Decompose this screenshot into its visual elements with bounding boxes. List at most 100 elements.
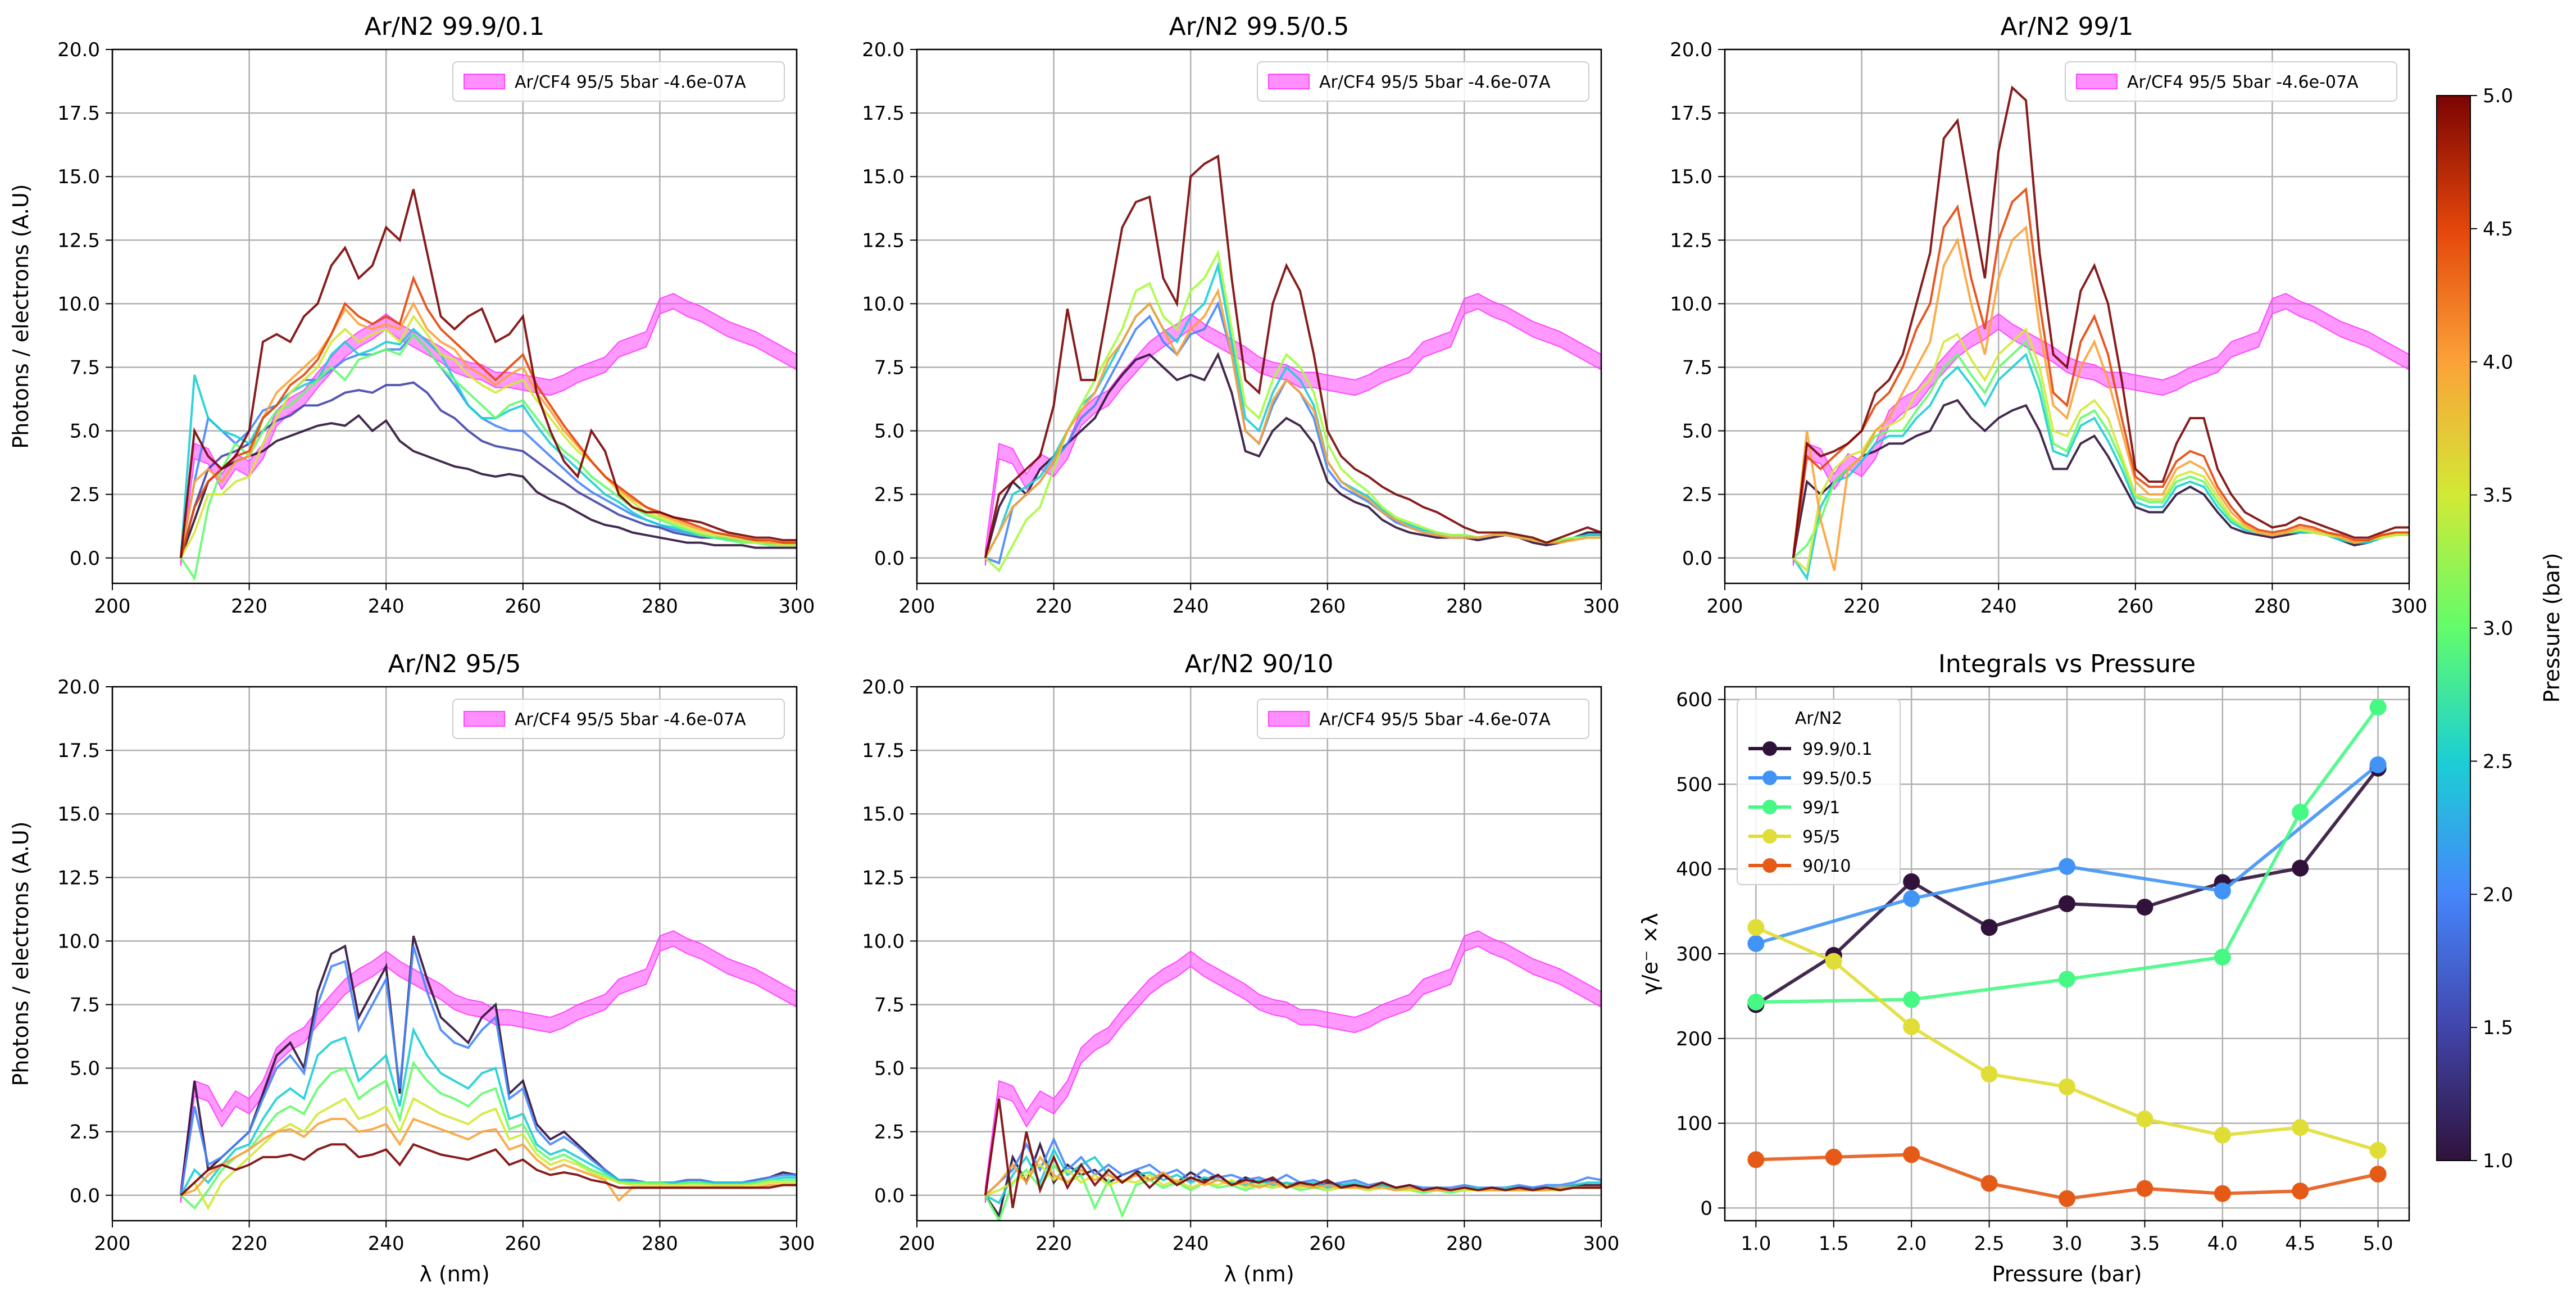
reference-band xyxy=(180,293,797,566)
legend-marker xyxy=(1762,858,1777,873)
x-tick-label: 240 xyxy=(1173,595,1209,618)
x-tick-label: 240 xyxy=(368,595,405,618)
panel-ar-n2-99-1: 200 220 240 260 280 300 0.0 2.5 5.0 7.5 10.0 12.5 15… xyxy=(1670,12,2427,618)
x-axis-label: Pressure (bar) xyxy=(1992,1262,2142,1286)
data-point xyxy=(2136,1180,2154,1197)
x-tick-label: 260 xyxy=(1309,1232,1346,1255)
legend-marker xyxy=(1762,741,1777,756)
series-line xyxy=(179,327,797,558)
series-line xyxy=(179,381,797,559)
x-tick-label: 280 xyxy=(642,1232,678,1255)
y-axis-label: Photons / electrons (A.U) xyxy=(8,821,33,1086)
data-point xyxy=(1903,890,1920,907)
y-tick-label: 10.0 xyxy=(862,293,905,315)
series-line-99/1 xyxy=(1756,706,2380,1004)
x-tick-label: 1.5 xyxy=(1819,1232,1849,1255)
legend-label: Ar/CF4 95/5 5bar -4.6e-07A xyxy=(2127,72,2359,92)
y-axis-label: Photons / electrons (A.U) xyxy=(8,184,33,448)
y-tick-label: 7.5 xyxy=(1682,356,1712,379)
y-tick-label: 5.0 xyxy=(874,1058,905,1080)
legend-frame xyxy=(452,61,785,102)
data-point xyxy=(2059,895,2075,913)
legend-label: Ar/CF4 95/5 5bar -4.6e-07A xyxy=(1319,710,1551,729)
legend: Ar/CF4 95/5 5bar -4.6e-07A xyxy=(2065,61,2397,102)
data-point xyxy=(2369,1166,2387,1183)
y-tick-label: 20.0 xyxy=(862,39,905,61)
series-line xyxy=(984,351,1601,559)
y-tick-label: 0 xyxy=(1700,1197,1712,1220)
legend-marker xyxy=(1762,800,1777,814)
x-tick-label: 200 xyxy=(899,595,935,618)
legend-marker xyxy=(1762,771,1777,785)
series-line xyxy=(180,1143,797,1197)
y-tick-label: 0.0 xyxy=(70,547,100,570)
colorbar-label: Pressure (bar) xyxy=(2539,552,2564,703)
panel-title: Ar/N2 95/5 xyxy=(388,650,521,678)
y-tick-label: 7.5 xyxy=(70,994,100,1016)
y-tick-label: 2.5 xyxy=(70,484,100,506)
panel-title: Ar/N2 99/1 xyxy=(2001,12,2134,41)
series-line xyxy=(984,1098,1601,1208)
series-line xyxy=(179,301,797,559)
y-tick-label: 200 xyxy=(1676,1028,1712,1050)
legend-label: Ar/CF4 95/5 5bar -4.6e-07A xyxy=(515,72,746,92)
colorbar-tick-label: 4.5 xyxy=(2483,218,2513,241)
series-line xyxy=(180,332,797,582)
y-tick-label: 2.5 xyxy=(874,484,905,506)
x-tick-label: 240 xyxy=(1173,1232,1209,1255)
plot-marks xyxy=(1747,699,2387,1207)
panel-ar-n2-99.5-0.5: 200 220 240 260 280 300 0.0 2.5 5.0 7.5 10.0 12.5 15… xyxy=(862,12,1619,618)
series-line xyxy=(179,189,797,558)
data-point xyxy=(2292,804,2309,821)
panel-title: Integrals vs Pressure xyxy=(1938,650,2196,678)
x-tick-label: 240 xyxy=(1980,595,2017,618)
x-tick-label: 260 xyxy=(2117,595,2154,618)
data-point xyxy=(2136,899,2154,916)
legend-title: Ar/N2 xyxy=(1795,709,1843,728)
data-point xyxy=(2059,1078,2075,1095)
y-tick-label: 15.0 xyxy=(57,166,100,188)
x-tick-label: 300 xyxy=(779,595,815,618)
panel-title: Ar/N2 99.9/0.1 xyxy=(365,12,545,41)
legend-swatch xyxy=(1268,711,1310,727)
y-tick-label: 2.5 xyxy=(874,1121,905,1144)
y-tick-label: 5.0 xyxy=(70,1058,100,1080)
x-tick-label: 2.0 xyxy=(1896,1232,1927,1255)
x-axis-label: λ (nm) xyxy=(419,1262,489,1286)
legend-swatch xyxy=(1268,74,1310,89)
data-point xyxy=(2214,1185,2231,1202)
y-tick-label: 12.5 xyxy=(1670,229,1712,252)
x-tick-label: 240 xyxy=(368,1232,405,1255)
y-tick-label: 500 xyxy=(1676,773,1712,796)
data-point xyxy=(1903,873,1920,890)
legend-label: Ar/CF4 95/5 5bar -4.6e-07A xyxy=(1319,72,1551,92)
y-tick-label: 17.5 xyxy=(1670,102,1712,125)
legend: Ar/CF4 95/5 5bar -4.6e-07A xyxy=(1257,699,1589,739)
x-tick-label: 220 xyxy=(1843,595,1880,618)
x-tick-label: 300 xyxy=(1583,595,1620,618)
series-line xyxy=(984,288,1601,559)
plot-marks xyxy=(984,154,1601,573)
data-point xyxy=(1980,1175,1998,1192)
axes-frame xyxy=(916,48,1602,584)
legend-swatch xyxy=(464,711,505,727)
legend: Ar/CF4 95/5 5bar -4.6e-07A xyxy=(452,699,785,739)
x-tick-label: 280 xyxy=(2254,595,2291,618)
y-tick-label: 7.5 xyxy=(874,356,905,379)
y-tick-label: 15.0 xyxy=(57,803,100,826)
legend-label: 95/5 xyxy=(1802,827,1840,847)
x-tick-label: 1.0 xyxy=(1741,1232,1771,1255)
y-tick-label: 17.5 xyxy=(57,102,100,125)
axes-frame xyxy=(1724,686,2410,1222)
colorbar-tick-label: 3.0 xyxy=(2483,618,2513,640)
reference-band xyxy=(180,930,797,1203)
series-line xyxy=(1792,85,2409,558)
series-line xyxy=(1792,187,2409,559)
legend-marker xyxy=(1762,829,1777,844)
reference-band xyxy=(984,293,1601,566)
reference-band xyxy=(984,930,1601,1203)
data-point xyxy=(2214,882,2231,900)
series-line xyxy=(984,249,1601,573)
x-tick-label: 260 xyxy=(505,595,541,618)
data-point xyxy=(2214,949,2231,966)
